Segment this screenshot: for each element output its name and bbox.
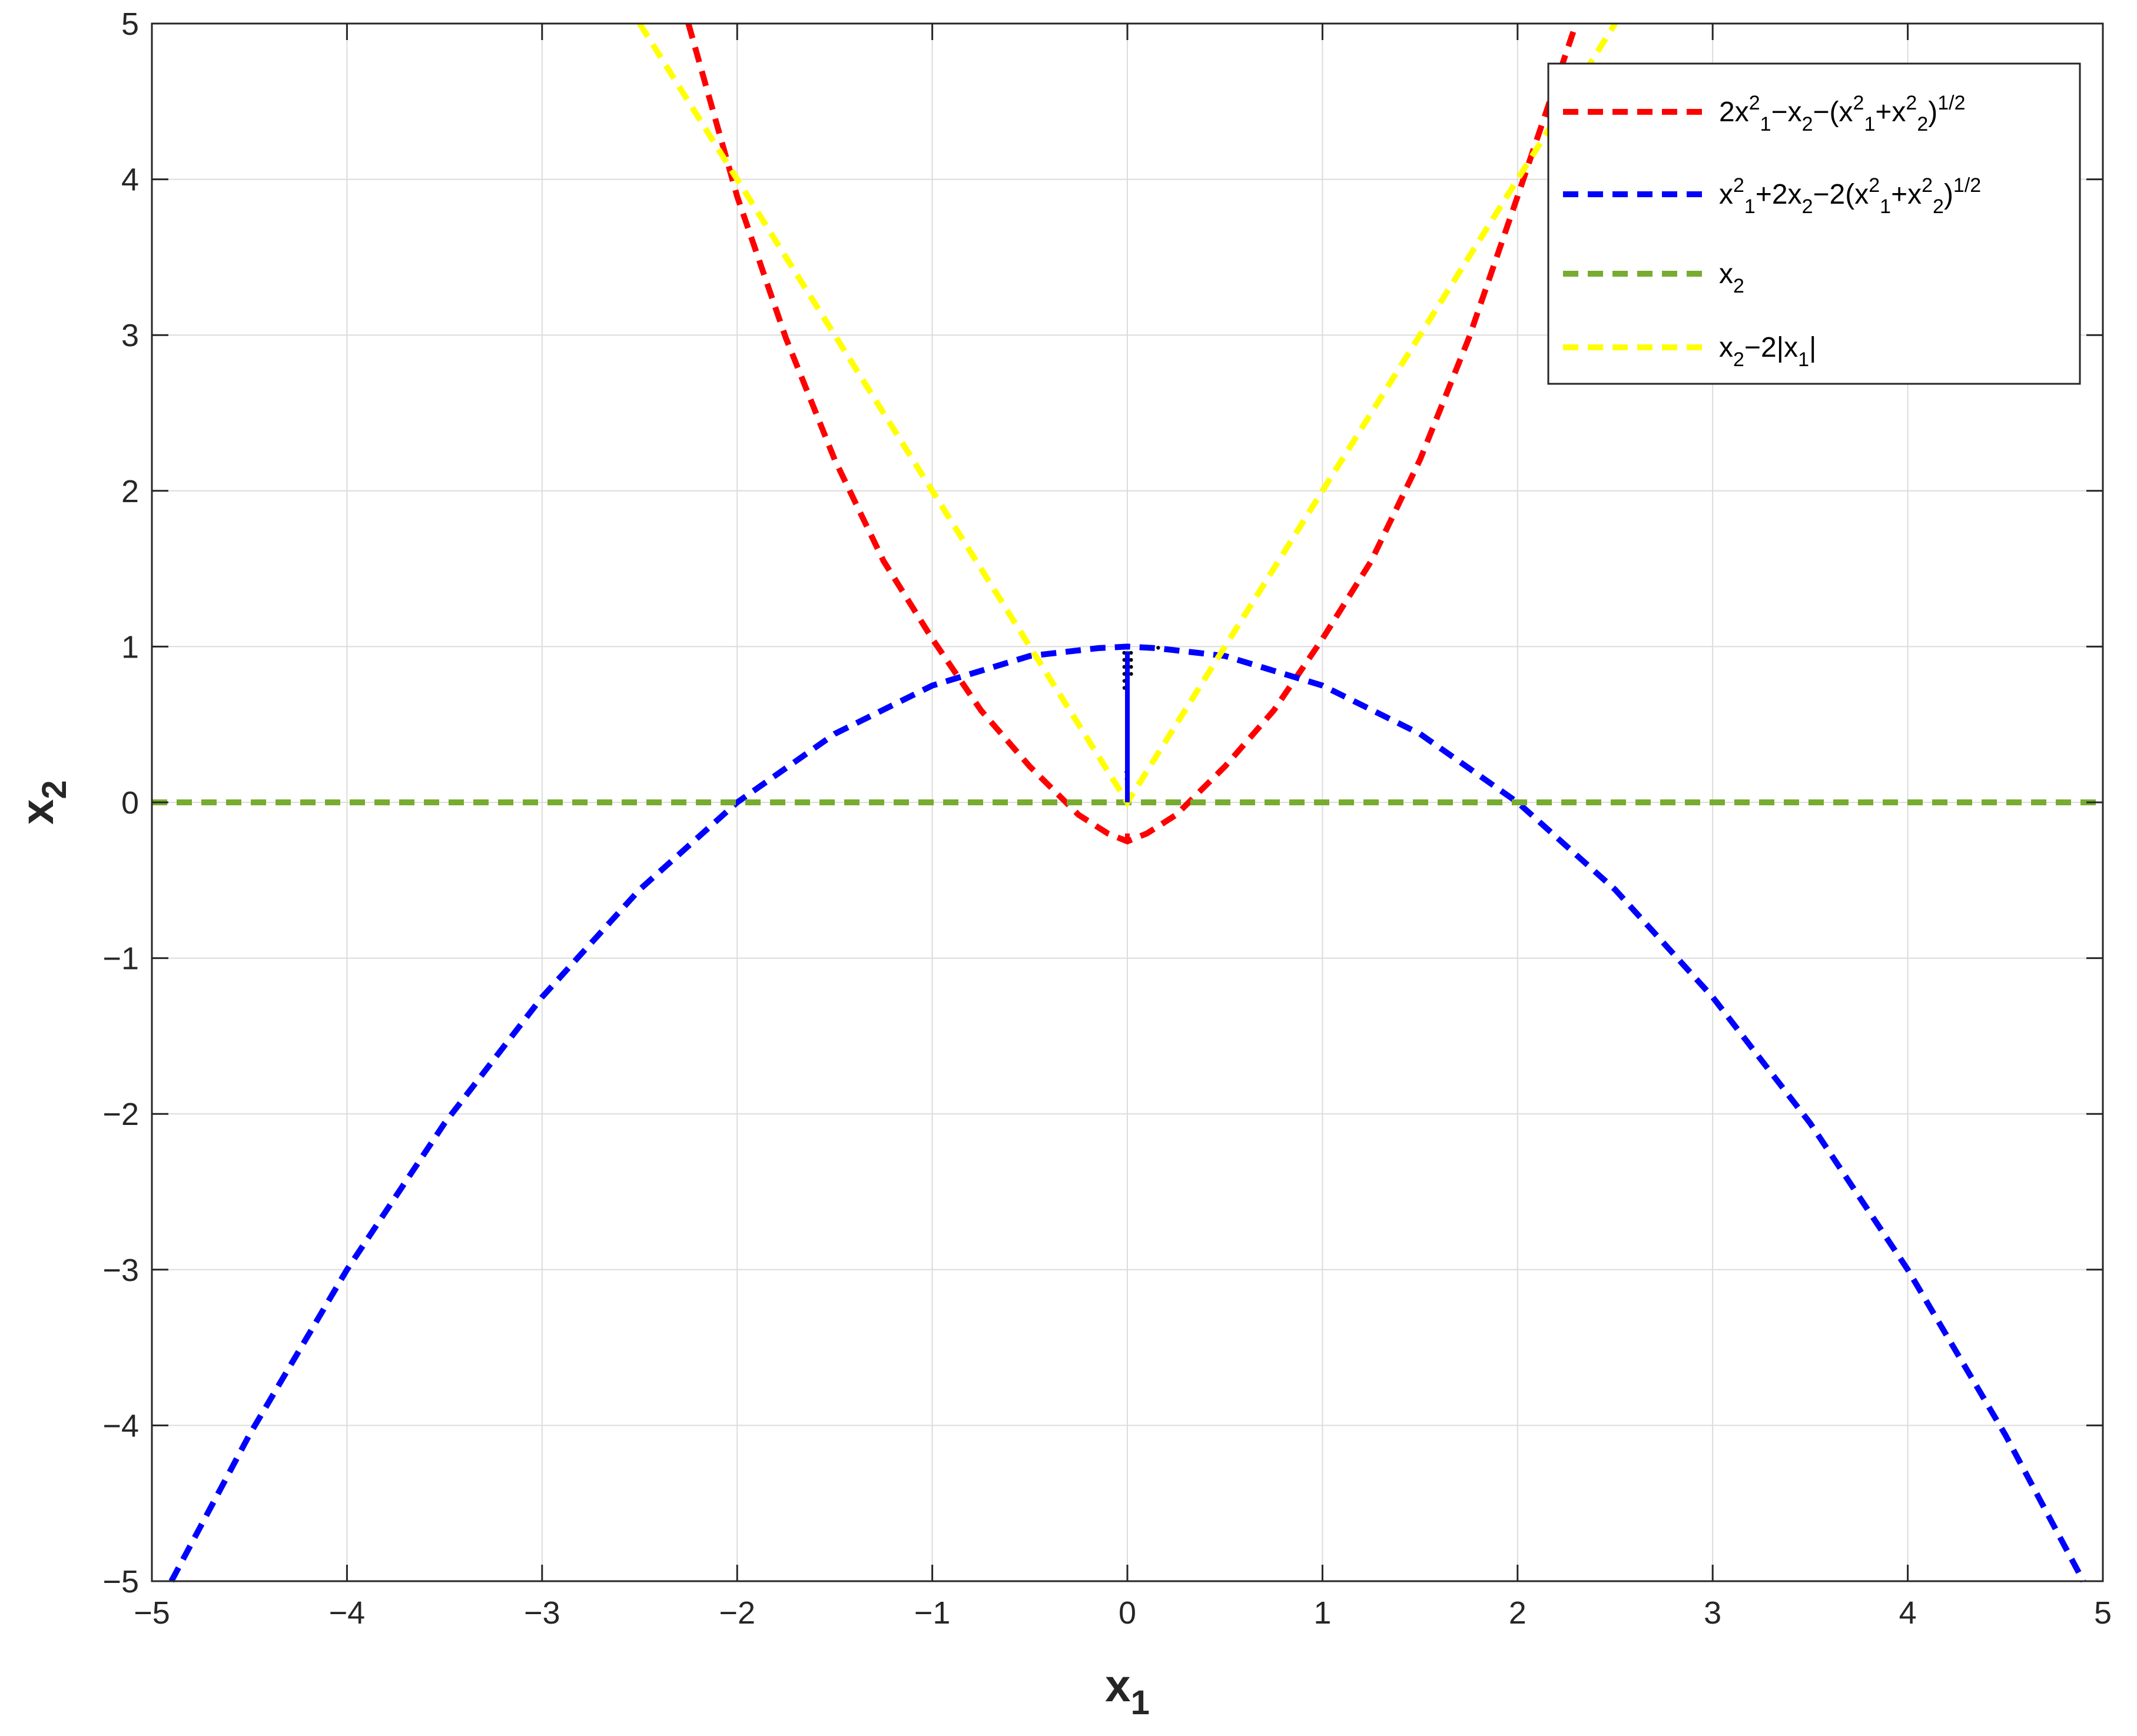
y-tick-label: −3 <box>102 1253 139 1288</box>
y-tick-label: 1 <box>121 629 139 665</box>
legend-label-3: x2 <box>1719 258 1744 297</box>
y-tick-label: −4 <box>102 1408 139 1443</box>
feasible-dot <box>1129 650 1133 655</box>
feasible-dot <box>1129 658 1133 662</box>
legend-label-4: x2−2|x1| <box>1719 332 1817 371</box>
y-tick-label: −2 <box>102 1097 139 1132</box>
series-line-1 <box>685 22 1579 845</box>
x-tick-label: 2 <box>1509 1595 1527 1631</box>
x-tick-label: 0 <box>1119 1595 1136 1631</box>
legend: 2x21−x2−(x21+x22)1/2 x21+2x2−2(x21+x22)1/… <box>1547 62 2081 385</box>
x-axis-label-text: x1 <box>1105 1659 1150 1722</box>
y-axis-label-text: x2 <box>11 780 74 825</box>
y-tick-label: 0 <box>121 785 139 821</box>
x-tick-label: −1 <box>914 1595 951 1631</box>
x-tick-label: 5 <box>2094 1595 2112 1631</box>
feasible-dot <box>1129 665 1133 669</box>
y-tick-label: 5 <box>121 6 139 42</box>
y-tick-label: −1 <box>102 941 139 977</box>
legend-box <box>1547 62 2081 385</box>
series-layer <box>152 22 2103 1583</box>
ticks: −5 −4 −3 −2 −1 0 1 2 3 4 5 −5 −4 −3 −2 −1 0 1 2 3 4 5 <box>102 6 2112 1631</box>
x-tick-label: 1 <box>1313 1595 1331 1631</box>
y-axis-label: x2 <box>11 780 74 825</box>
x-axis-label: x1 <box>1105 1659 1150 1722</box>
x-tick-label: 4 <box>1899 1595 1917 1631</box>
y-tick-label: 4 <box>121 162 139 198</box>
x-tick-label: −2 <box>719 1595 755 1631</box>
y-tick-label: −5 <box>102 1564 139 1599</box>
y-tick-label: 3 <box>121 318 139 353</box>
series-line-2 <box>168 643 2086 1583</box>
x-tick-label: −3 <box>524 1595 560 1631</box>
x-tick-label: 3 <box>1704 1595 1721 1631</box>
legend-label-2: x21+2x2−2(x21+x22)1/2 <box>1719 174 1981 218</box>
feasible-dot <box>1129 672 1133 676</box>
y-tick-label: 2 <box>121 474 139 509</box>
x-tick-label: −5 <box>134 1595 170 1631</box>
x-tick-label: −4 <box>329 1595 366 1631</box>
legend-label-1: 2x21−x2−(x21+x22)1/2 <box>1719 92 1965 135</box>
feasible-dot <box>1156 646 1160 650</box>
